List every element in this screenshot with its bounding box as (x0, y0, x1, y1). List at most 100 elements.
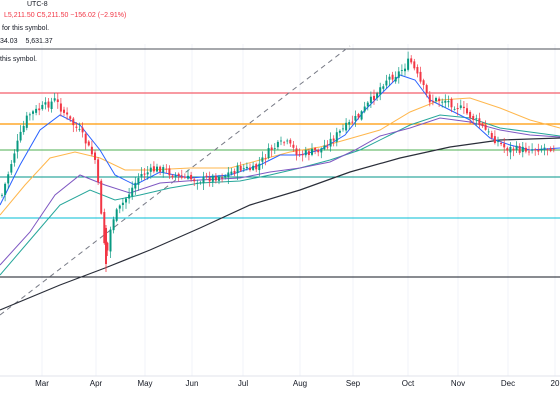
candle-body (475, 118, 478, 120)
candle-body (503, 143, 506, 148)
candle-body (242, 168, 245, 170)
candle-body (543, 147, 546, 149)
candle-body (422, 80, 425, 86)
candle-body (382, 86, 385, 89)
x-tick-label: Jun (186, 379, 199, 388)
candle-body (50, 101, 53, 109)
candle-body (146, 172, 149, 175)
candle-body (87, 141, 90, 146)
candle-body (165, 168, 168, 170)
candle-body (518, 146, 521, 153)
candle-body (413, 61, 416, 69)
candle-body (211, 175, 214, 182)
x-tick-label: Jul (238, 379, 248, 388)
candle-body (289, 139, 292, 144)
candle-body (270, 147, 273, 151)
candle-body (255, 164, 258, 170)
candle-body (540, 148, 543, 151)
candle-body (515, 145, 518, 150)
candle-body (236, 165, 239, 174)
candle-body (531, 149, 534, 151)
candle-body (4, 183, 7, 195)
candle-body (183, 176, 186, 178)
candle-body (497, 141, 499, 143)
x-tick-label: 20 (551, 379, 560, 388)
candle-body (63, 109, 65, 113)
candle-body (357, 114, 360, 118)
candle-body (537, 149, 540, 152)
ma-blue-line (0, 74, 560, 206)
candle-body (134, 182, 137, 189)
candle-body (459, 105, 462, 108)
moving-averages (0, 74, 560, 311)
candle-body (149, 167, 152, 172)
candle-body (549, 148, 552, 152)
candle-body (379, 87, 382, 95)
candle-body (307, 151, 310, 156)
candle-body (512, 148, 515, 151)
candle-body (373, 95, 375, 100)
candle-body (484, 124, 487, 130)
candle-body (528, 151, 530, 153)
candle-body (81, 127, 84, 133)
candle-body (233, 170, 236, 174)
candle-body (90, 146, 93, 155)
candle-body (162, 167, 165, 173)
dashed-trendline (0, 45, 351, 316)
candle-body (354, 115, 357, 121)
candle-body (397, 71, 400, 78)
trendline-layer[interactable] (0, 45, 351, 316)
candle-body (230, 171, 233, 174)
x-tick-label: Mar (35, 379, 49, 388)
ma-purple-line (0, 117, 560, 266)
candle-body (506, 148, 509, 151)
candle-body (435, 97, 437, 101)
x-tick-label: May (137, 379, 152, 388)
candle-body (131, 187, 134, 197)
candle-body (524, 147, 527, 152)
candle-body (304, 150, 307, 156)
candle-body (466, 108, 468, 114)
candle-body (7, 174, 10, 184)
grid (41, 44, 556, 376)
candle-body (286, 140, 289, 142)
horizontal-levels[interactable] (0, 48, 560, 278)
candle-body (56, 99, 59, 103)
candle-body (1, 194, 3, 196)
candle-body (97, 159, 100, 183)
candle-body (490, 133, 493, 138)
candle-body (416, 67, 419, 74)
candle-body (394, 76, 397, 82)
candle-body (199, 182, 202, 184)
candle-body (118, 205, 121, 209)
candle-body (326, 146, 329, 148)
candle-body (214, 176, 217, 181)
candle-body (338, 130, 341, 133)
candle-body (112, 219, 115, 231)
candle-body (103, 212, 106, 244)
candle-body (419, 71, 422, 82)
ma-orange-line (0, 97, 560, 216)
candle-body (227, 172, 230, 178)
candle-body (115, 209, 118, 221)
candle-body (152, 166, 155, 172)
x-tick-label: Sep (346, 379, 361, 388)
candle-body (10, 164, 13, 173)
candle-body (450, 99, 453, 108)
candle-body (469, 112, 472, 118)
candle-body (292, 144, 295, 148)
candle-body (369, 96, 372, 103)
candle-body (317, 149, 320, 153)
candle-body (323, 145, 326, 150)
candle-body (69, 116, 72, 119)
candle-body (376, 93, 379, 98)
candle-body (109, 229, 112, 252)
candle-body (100, 180, 103, 214)
candles (1, 51, 555, 272)
time-axis: Mar Apr May Jun Jul Aug Sep Oct Nov Dec 20 (0, 375, 560, 388)
candle-body (320, 148, 323, 153)
candle-body (335, 132, 338, 142)
candle-body (239, 165, 242, 171)
